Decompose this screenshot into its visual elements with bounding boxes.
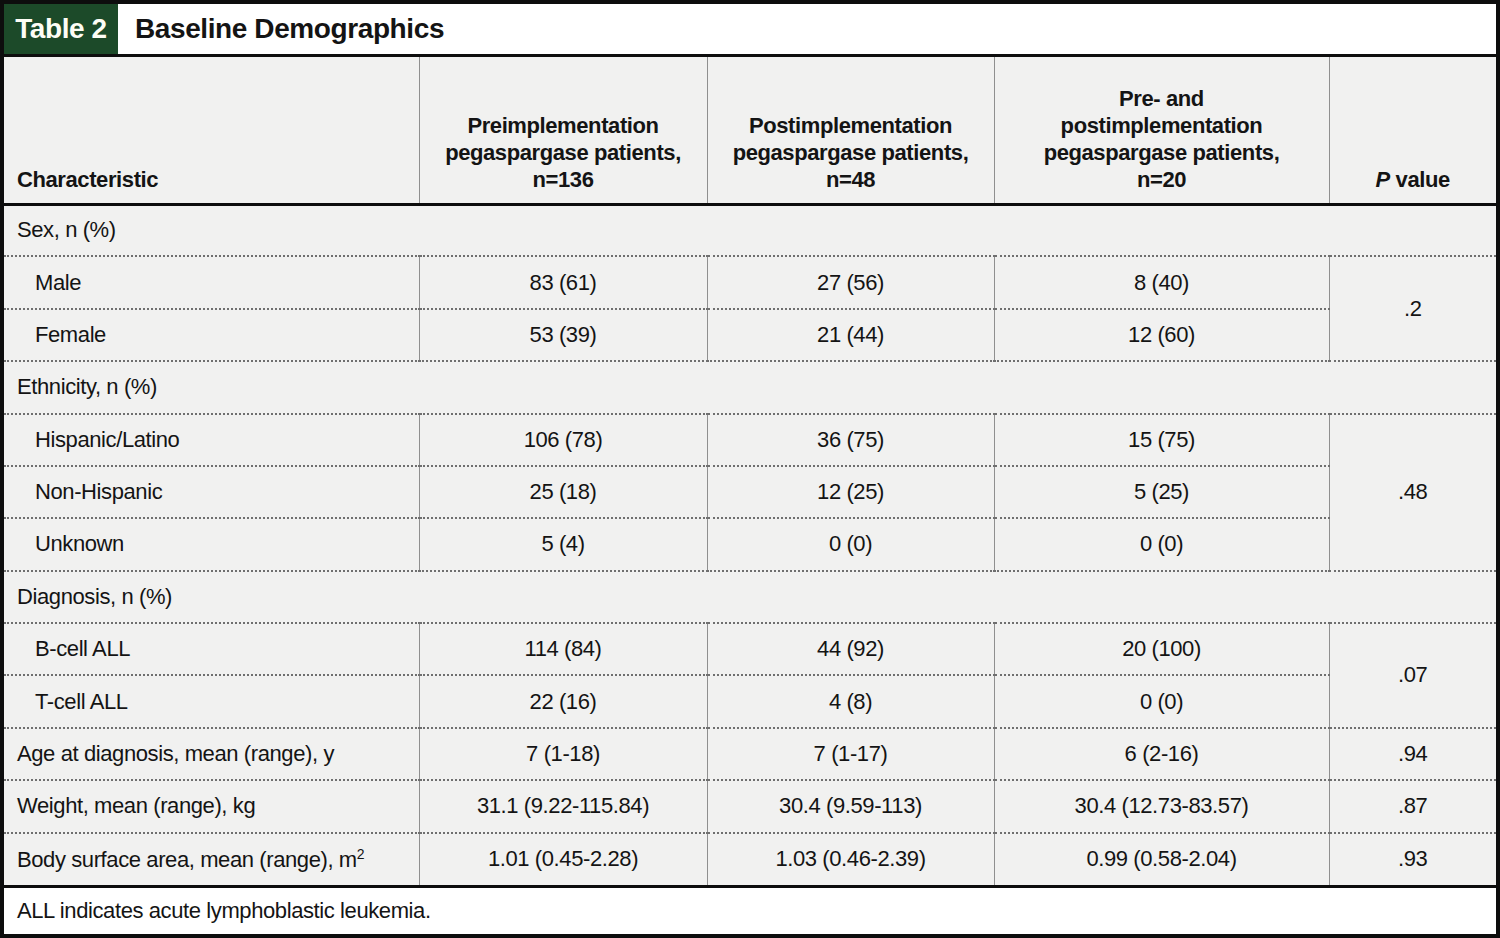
value-cell-col3: 20 (100) — [994, 623, 1329, 675]
section-label-cell: Sex, n (%) — [4, 204, 1496, 256]
value-cell-col2: 0 (0) — [707, 518, 994, 570]
value-cell-col1: 106 (78) — [419, 414, 707, 466]
value-cell-col3: 0 (0) — [994, 518, 1329, 570]
column-header-group-2: Postimplementation pegaspargase patients… — [707, 57, 994, 204]
table-row: Female53 (39)21 (44)12 (60) — [4, 309, 1496, 361]
value-cell-col3: 5 (25) — [994, 466, 1329, 518]
p-value-cell: .07 — [1329, 623, 1496, 728]
value-cell-col1: 114 (84) — [419, 623, 707, 675]
value-cell-col1: 53 (39) — [419, 309, 707, 361]
row-label-cell: T-cell ALL — [4, 675, 419, 727]
value-cell-col3: 0 (0) — [994, 675, 1329, 727]
value-cell-col2: 36 (75) — [707, 414, 994, 466]
row-label-cell: Body surface area, mean (range), m2 — [4, 833, 419, 886]
row-label-cell: Non-Hispanic — [4, 466, 419, 518]
table-title: Baseline Demographics — [118, 13, 444, 45]
table-footnote: ALL indicates acute lymphoblastic leukem… — [4, 885, 1496, 934]
p-value-cell: .94 — [1329, 728, 1496, 780]
value-cell-col1: 1.01 (0.45-2.28) — [419, 833, 707, 886]
column-header-characteristic: Characteristic — [4, 57, 419, 204]
value-cell-col2: 27 (56) — [707, 256, 994, 308]
value-cell-col1: 25 (18) — [419, 466, 707, 518]
section-row: Sex, n (%) — [4, 204, 1496, 256]
row-label-cell: Male — [4, 256, 419, 308]
row-label-cell: B-cell ALL — [4, 623, 419, 675]
row-label-cell: Age at diagnosis, mean (range), y — [4, 728, 419, 780]
table-body: Sex, n (%)Male83 (61)27 (56)8 (40).2Fema… — [4, 204, 1496, 885]
value-cell-col2: 12 (25) — [707, 466, 994, 518]
row-label-cell: Weight, mean (range), kg — [4, 780, 419, 832]
table-row: Male83 (61)27 (56)8 (40).2 — [4, 256, 1496, 308]
value-cell-col1: 83 (61) — [419, 256, 707, 308]
table-title-bar: Table 2 Baseline Demographics — [4, 4, 1496, 57]
table-row: Hispanic/Latino106 (78)36 (75)15 (75).48 — [4, 414, 1496, 466]
value-cell-col2: 21 (44) — [707, 309, 994, 361]
p-rest: value — [1390, 167, 1450, 192]
value-cell-col3: 15 (75) — [994, 414, 1329, 466]
value-cell-col2: 30.4 (9.59-113) — [707, 780, 994, 832]
superscript: 2 — [357, 846, 365, 862]
header-row: CharacteristicPreimplementation pegaspar… — [4, 57, 1496, 204]
table-row: Body surface area, mean (range), m21.01 … — [4, 833, 1496, 886]
value-cell-col2: 1.03 (0.46-2.39) — [707, 833, 994, 886]
value-cell-col2: 4 (8) — [707, 675, 994, 727]
demographics-table: CharacteristicPreimplementation pegaspar… — [4, 57, 1496, 885]
value-cell-col1: 22 (16) — [419, 675, 707, 727]
table-row: T-cell ALL22 (16)4 (8)0 (0) — [4, 675, 1496, 727]
value-cell-col3: 0.99 (0.58-2.04) — [994, 833, 1329, 886]
value-cell-col3: 12 (60) — [994, 309, 1329, 361]
p-value-cell: .48 — [1329, 414, 1496, 571]
column-header-group-1: Preimplementation pegaspargase patients,… — [419, 57, 707, 204]
p-italic: P — [1376, 167, 1390, 192]
table-header: CharacteristicPreimplementation pegaspar… — [4, 57, 1496, 204]
value-cell-col3: 30.4 (12.73-83.57) — [994, 780, 1329, 832]
column-header-p-value: P value — [1329, 57, 1496, 204]
column-header-group-3: Pre- and postimplementation pegaspargase… — [994, 57, 1329, 204]
table-row: Weight, mean (range), kg31.1 (9.22-115.8… — [4, 780, 1496, 832]
value-cell-col2: 7 (1-17) — [707, 728, 994, 780]
p-value-cell: .87 — [1329, 780, 1496, 832]
value-cell-col3: 8 (40) — [994, 256, 1329, 308]
value-cell-col1: 5 (4) — [419, 518, 707, 570]
section-label-cell: Diagnosis, n (%) — [4, 571, 1496, 623]
row-label-cell: Female — [4, 309, 419, 361]
value-cell-col1: 7 (1-18) — [419, 728, 707, 780]
row-label-cell: Hispanic/Latino — [4, 414, 419, 466]
table-row: Unknown5 (4)0 (0)0 (0) — [4, 518, 1496, 570]
section-row: Ethnicity, n (%) — [4, 361, 1496, 413]
table-number-badge: Table 2 — [4, 4, 118, 54]
p-value-cell: .93 — [1329, 833, 1496, 886]
row-label-cell: Unknown — [4, 518, 419, 570]
table-row: B-cell ALL114 (84)44 (92)20 (100).07 — [4, 623, 1496, 675]
p-value-cell: .2 — [1329, 256, 1496, 361]
value-cell-col1: 31.1 (9.22-115.84) — [419, 780, 707, 832]
table-row: Age at diagnosis, mean (range), y7 (1-18… — [4, 728, 1496, 780]
value-cell-col3: 6 (2-16) — [994, 728, 1329, 780]
section-label-cell: Ethnicity, n (%) — [4, 361, 1496, 413]
section-row: Diagnosis, n (%) — [4, 571, 1496, 623]
value-cell-col2: 44 (92) — [707, 623, 994, 675]
demographics-table-wrap: CharacteristicPreimplementation pegaspar… — [4, 57, 1496, 885]
table-2-card: Table 2 Baseline Demographics Characteri… — [0, 0, 1500, 938]
table-row: Non-Hispanic25 (18)12 (25)5 (25) — [4, 466, 1496, 518]
